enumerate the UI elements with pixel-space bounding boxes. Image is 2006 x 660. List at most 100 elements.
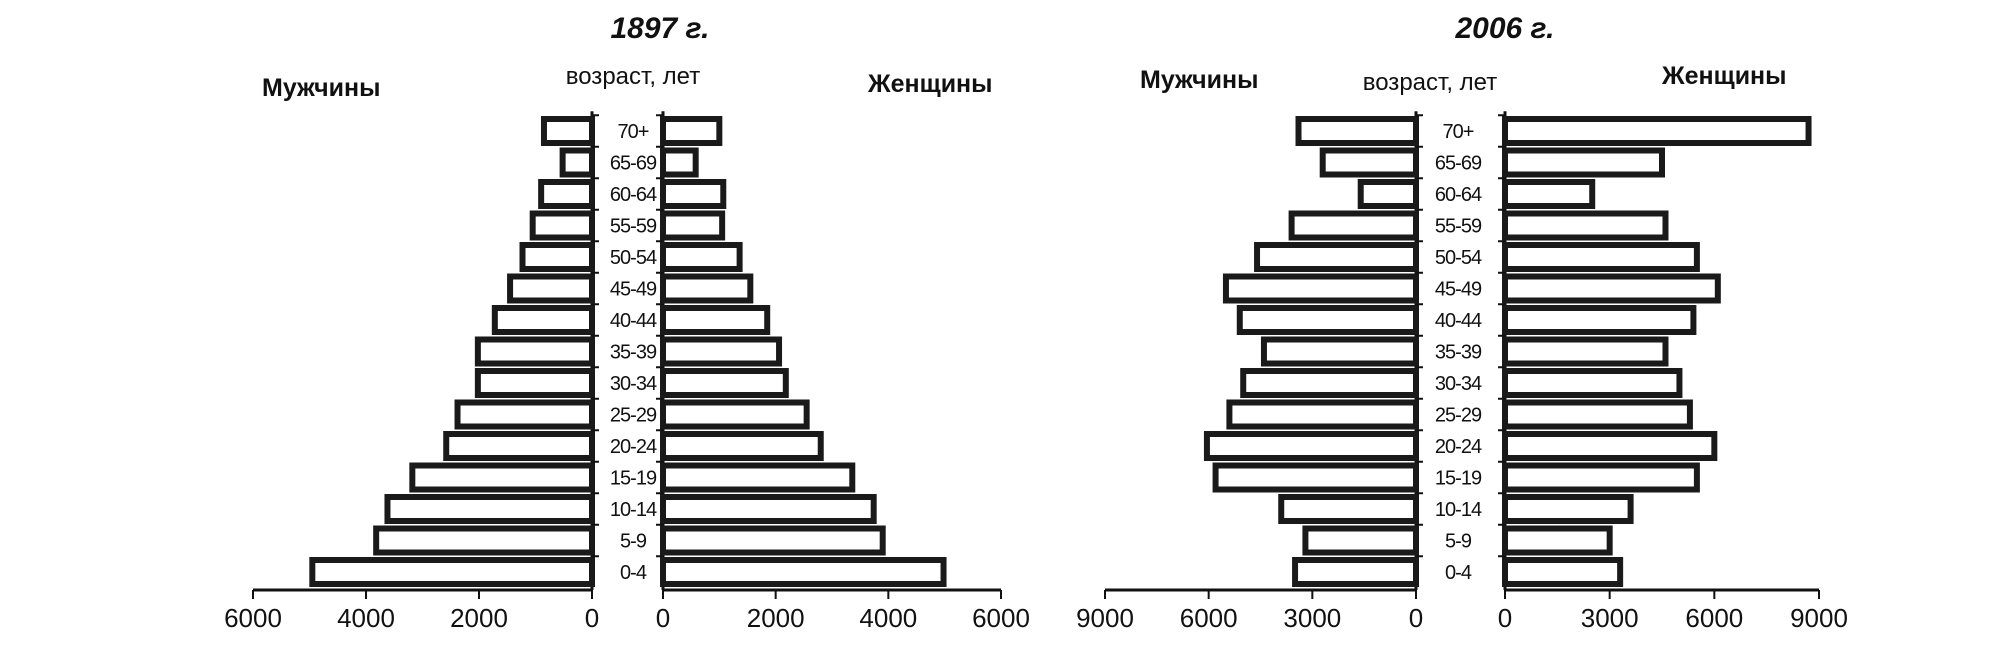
pyramid-2006-age-label: 25-29	[1435, 405, 1482, 427]
pyramid-2006-male-bar-15-19	[1212, 462, 1419, 493]
pyramid-2006-age-label: 15-19	[1435, 468, 1482, 490]
pyramid-1897-male-bar-35-39	[474, 336, 595, 367]
pyramid-2006-age-label: 70+	[1443, 121, 1474, 143]
pyramid-1897-age-label: 5-9	[620, 531, 647, 553]
pyramid-1897-female-bar-70+	[660, 116, 723, 146]
pyramid-1897-female-bar-10-14	[660, 494, 877, 524]
pyramid-2006-age-label: 55-59	[1435, 216, 1482, 238]
pyramid-2006-age-caption: возраст, лет	[1363, 69, 1497, 96]
pyramid-1897-title: 1897 г.	[610, 12, 709, 45]
pyramid-2006-male-x-tick-label: 0	[1409, 603, 1423, 633]
pyramid-1897-age-label: 20-24	[610, 436, 657, 458]
pyramid-2006-male-bar-40-44	[1236, 305, 1420, 335]
pyramid-2006-age-label: 60-64	[1435, 184, 1482, 206]
pyramid-1897-female-bar-50-54	[660, 242, 743, 272]
pyramid-1897-male-bar-10-14	[384, 494, 595, 524]
pyramid-1897-age-label: 25-29	[610, 405, 657, 427]
pyramid-1897-male-bar-40-44	[491, 305, 596, 335]
pyramid-1897-age-label: 40-44	[610, 310, 657, 332]
pyramid-2006-female-x-tick-label: 9000	[1790, 603, 1848, 633]
pyramid-2006-female-bar-55-59	[1502, 210, 1669, 241]
pyramid-1897-male-bar-20-24	[443, 431, 596, 461]
pyramid-1897-female-x-tick-label: 0	[656, 603, 670, 633]
pyramid-1897-female-bar-30-34	[660, 368, 789, 398]
pyramid-1897-male-x-tick-label: 0	[585, 603, 599, 633]
pyramid-1897-male-bar-5-9	[373, 525, 596, 556]
pyramid-1897-male-bar-60-64	[538, 179, 596, 209]
pyramid-1897-male-label: Мужчины	[262, 74, 380, 102]
pyramid-1897-female-bar-55-59	[660, 210, 726, 241]
pyramid-2006-age-label: 0-4	[1445, 562, 1472, 584]
pyramid-2006-male-x-tick-label: 9000	[1076, 603, 1134, 633]
pyramid-2006-age-label: 50-54	[1435, 247, 1482, 269]
pyramid-1897-male-x-tick-label: 4000	[337, 603, 395, 633]
pyramid-2006-title: 2006 г.	[1454, 12, 1554, 45]
pyramid-2006-age-label: 30-34	[1435, 373, 1482, 395]
pyramid-2006-female-bar-65-69	[1502, 147, 1665, 178]
pyramid-2006-male-bar-25-29	[1226, 399, 1420, 430]
pyramid-1897-age-label: 35-39	[610, 342, 657, 364]
pyramid-1897-age-label: 10-14	[610, 499, 657, 521]
pyramid-1897-male-bar-25-29	[454, 399, 595, 430]
pyramid-2006-female-bar-15-19	[1502, 462, 1700, 493]
pyramid-1897-female-bar-0-4	[660, 557, 947, 587]
pyramid-2006-male-bar-60-64	[1357, 179, 1419, 209]
pyramid-2006-female-bar-45-49	[1502, 273, 1721, 304]
pyramid-1897-female-bar-40-44	[660, 305, 771, 335]
pyramid-2006-male-x-tick-label: 6000	[1180, 603, 1238, 633]
pyramid-2006-age-label: 40-44	[1435, 310, 1482, 332]
pyramid-1897-age-label: 55-59	[610, 216, 657, 238]
pyramid-2006-female-bar-60-64	[1502, 179, 1596, 209]
pyramid-2006-male-x-tick-label: 3000	[1283, 603, 1341, 633]
pyramid-1897-age-label: 15-19	[610, 468, 657, 490]
pyramid-2006-male-bar-50-54	[1254, 242, 1419, 272]
chart-marks: 0-4 5-9 10-14 15-19 20-24 25-29 30-34 35-39 40-4…	[224, 111, 1848, 633]
pyramid-2006-female-bar-35-39	[1502, 336, 1669, 367]
pyramid-1897-age-label: 30-34	[610, 373, 657, 395]
pyramid-1897-age-label: 50-54	[610, 247, 657, 269]
pyramid-1897-male-bar-30-34	[474, 368, 595, 398]
pyramid-2006-male-bar-35-39	[1260, 336, 1420, 367]
pyramid-1897-age-label: 65-69	[610, 153, 657, 175]
pyramid-1897-female-bar-20-24	[660, 431, 824, 461]
pyramid-1897-female-label: Женщины	[867, 70, 993, 98]
pyramid-1897-male-x-tick-label: 6000	[224, 603, 282, 633]
pyramid-2006-female-x-tick-label: 3000	[1581, 603, 1639, 633]
pyramid-1897-female-bar-5-9	[660, 525, 886, 556]
pyramid-1897-female-x-tick-label: 6000	[972, 603, 1030, 633]
pyramid-2006-male-bar-65-69	[1319, 147, 1419, 178]
pyramid-2006-age-label: 10-14	[1435, 499, 1482, 521]
pyramid-2006-age-label: 65-69	[1435, 153, 1482, 175]
pyramid-2006-age-label: 45-49	[1435, 279, 1482, 301]
pyramid-1897-male-bar-0-4	[309, 557, 595, 587]
pyramid-1897-male-x-tick-label: 2000	[450, 603, 508, 633]
pyramid-2006-male-bar-70+	[1295, 116, 1419, 146]
pyramid-1897-age-label: 60-64	[610, 184, 657, 206]
pyramid-1897-male-bar-65-69	[559, 147, 595, 178]
pyramid-2006-male-bar-5-9	[1302, 525, 1420, 556]
pyramid-2006-female-bar-40-44	[1502, 305, 1697, 335]
pyramid-2006-female-bar-10-14	[1502, 494, 1634, 524]
pyramid-1897-age-label: 0-4	[620, 562, 647, 584]
pyramid-2006-age-label: 35-39	[1435, 342, 1482, 364]
pyramid-1897-female-bar-60-64	[660, 179, 727, 209]
pyramid-2006-age-label: 5-9	[1445, 531, 1472, 553]
pyramid-2006-female-bar-30-34	[1502, 368, 1683, 398]
pyramid-1897-age-label: 70+	[618, 121, 649, 143]
pyramid-2006-female-bar-70+	[1502, 116, 1812, 146]
pyramid-2006-male-bar-30-34	[1240, 368, 1419, 398]
pyramid-1897-female-bar-25-29	[660, 399, 810, 430]
pyramid-1897-female-bar-65-69	[660, 147, 699, 178]
pyramid-1897-male-bar-70+	[540, 116, 595, 146]
pyramid-2006-male-bar-0-4	[1292, 557, 1419, 587]
pyramid-1897-male-bar-50-54	[519, 242, 596, 272]
pyramid-2006-male-bar-20-24	[1203, 431, 1419, 461]
pyramid-1897-female-x-tick-label: 2000	[747, 603, 805, 633]
pyramid-1897-age-caption: возраст, лет	[566, 63, 700, 90]
pyramid-2006-female-x-tick-label: 6000	[1685, 603, 1743, 633]
pyramid-1897-female-x-tick-label: 4000	[859, 603, 917, 633]
pyramid-2006-age-label: 20-24	[1435, 436, 1482, 458]
pyramid-2006-male-bar-10-14	[1278, 494, 1419, 524]
pyramid-1897-female-bar-35-39	[660, 336, 783, 367]
